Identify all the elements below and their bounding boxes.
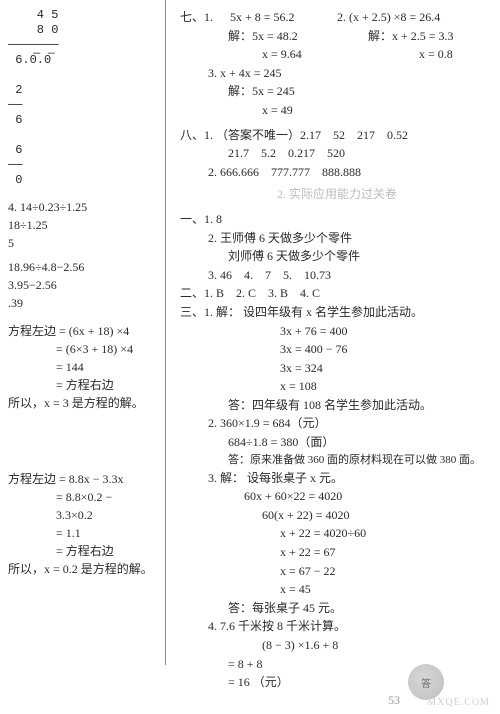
left-item-5: 5 [8,234,161,252]
part1-q3: 3. 46 4. 7 5. 10.73 [180,266,494,285]
p3-q2a: 360×1.9 = 684（元） [220,416,327,430]
part3-row1: 三、1. 解： 设四年级有 x 名学生参加此活动。 [180,303,494,322]
part2-line: 二、1. B 2. C 3. B 4. C [180,284,494,303]
sec7-row3: x = 9.64 x = 0.8 [180,45,494,64]
p1-q2a: 王师傅 6 天做多少个零件 [220,231,352,245]
p1-q3: 46 4. 7 5. 10.73 [220,268,331,282]
left-item-6c: .39 [8,294,161,312]
proof1-line4: = 方程右边 [8,376,161,394]
right-column: 七、1. 5x + 8 = 56.2 2. (x + 2.5) ×8 = 26.… [170,0,500,714]
sec8-q2-num: 2. [208,165,217,179]
part1-q2: 2. 王师傅 6 天做多少个零件 [180,229,494,248]
p3-q3g: x = 45 [180,580,494,599]
sec7-sol1b: x = 9.64 [180,45,337,64]
proof2-line3: 3.3×0.2 [8,506,161,524]
left-item-6a: 18.96÷4.8−2.56 [8,258,161,276]
proof1-line2: = (6×3 + 18) ×4 [8,340,161,358]
p3-q4-num: 4. [208,619,217,633]
p3-q4: 4. 7.6 千米按 8 千米计算。 [180,617,494,636]
left-column: 4 5 8 0 ─────── 6.0̅.0̅ 2 ── 6 6 ── 0 4.… [0,0,165,714]
part3-label: 三、1. 解： [180,303,240,322]
p3-q4c: = 8 + 8 [180,655,494,674]
sec7-q3b: x = 49 [180,101,494,120]
p3ans: 答：四年级有 108 名学生参加此活动。 [180,396,494,415]
p3-q3d: x + 22 = 4020÷60 [180,524,494,543]
p3-q3a: 设每张桌子 x 元。 [247,471,343,485]
proof1-line1: 方程左边 = (6x + 18) ×4 [8,322,161,340]
p3c: 3x = 400 − 76 [180,340,494,359]
p3-q2: 2. 360×1.9 = 684（元） [180,414,494,433]
p3-q4d: = 16 （元） [180,673,494,692]
sec8-line1: （答案不唯一）2.17 52 217 0.52 [216,128,408,142]
sec7-sol2b: x = 0.8 [337,45,494,64]
p3e: x = 108 [180,377,494,396]
left-item-6b: 3.95−2.56 [8,276,161,294]
watermark-text: MXQE.COM [427,697,490,708]
sec7-q1: 5x + 8 = 56.2 [216,10,295,24]
corner-badge: 答 [408,664,444,700]
proof-2: 方程左边 = 8.8x − 3.3x = 8.8×0.2 − 3.3×0.2 =… [8,470,161,578]
p3-q2-num: 2. [208,416,217,430]
badge-text: 答 [421,675,431,690]
sec8-line2: 21.7 5.2 0.217 520 [180,144,494,163]
column-divider [165,0,166,665]
p3-q3e: x + 22 = 67 [180,543,494,562]
sec8-row1: 八、1. （答案不唯一）2.17 52 217 0.52 [180,126,494,145]
sec7-q3-line: 3. x + 4x = 245 [180,64,494,83]
sec7-sol1a: 解：5x = 48.2 [180,27,354,46]
p3-q3b: 60x + 60×22 = 4020 [180,487,494,506]
p3a: 设四年级有 x 名学生参加此活动。 [243,305,423,319]
sec8-line3: 666.666 777.777 888.888 [220,165,361,179]
left-item-4: 4. 14÷0.23÷1.25 [8,198,161,216]
p3-q3c: 60(x + 22) = 4020 [180,506,494,525]
p3-q2ans: 答：原来准备做 360 面的原材料现在可以做 380 面。 [180,452,494,469]
p1-q3-num: 3. [208,268,217,282]
sec8-label: 八、1. [180,126,213,145]
p3-q2b: 684÷1.8 = 380（面） [180,433,494,452]
proof2-line2: = 8.8×0.2 − [8,488,161,506]
proof2-line4: = 1.1 [8,524,161,542]
proof1-line5: 所以，x = 3 是方程的解。 [8,394,161,412]
p3-q3f: x = 67 − 22 [180,562,494,581]
sec7-q3a: 解：5x = 245 [180,82,494,101]
p3b: 3x + 76 = 400 [180,322,494,341]
proof1-line3: = 144 [8,358,161,376]
p1-q2b: 刘师傅 6 天做多少个零件 [180,247,494,266]
proof-1: 方程左边 = (6x + 18) ×4 = (6×3 + 18) ×4 = 14… [8,322,161,412]
section-subtitle: 2. 实际应用能力过关卷 [180,185,494,204]
sec7-label: 七、1. [180,8,213,27]
sec7-q3-num: 3. [208,66,217,80]
left-item-4a: 18÷1.25 [8,216,161,234]
page-tag-53: 53 [388,693,400,708]
spacer [8,412,161,470]
part1-line1: 一、1. 8 [180,210,494,229]
sec7-sol2a: 解：x + 2.5 = 3.3 [354,27,494,46]
sec8-q2: 2. 666.666 777.777 888.888 [180,163,494,182]
sec7-q2: (x + 2.5) ×8 = 26.4 [349,10,440,24]
proof2-line6: 所以，x = 0.2 是方程的解。 [8,560,161,578]
p3-q3-num: 3. 解： [208,471,244,485]
sec7-q3: x + 4x = 245 [220,66,282,80]
p3-q3ans: 答：每张桌子 45 元。 [180,599,494,618]
long-division-block: 4 5 8 0 ─────── 6.0̅.0̅ 2 ── 6 6 ── 0 [8,8,161,188]
p3-q4b: (8 − 3) ×1.6 + 8 [180,636,494,655]
p1-q2-num: 2. [208,231,217,245]
p3-q4a: 7.6 千米按 8 千米计算。 [220,619,346,633]
p3d: 3x = 324 [180,359,494,378]
p3-q3: 3. 解： 设每张桌子 x 元。 [180,469,494,488]
sec7-row1: 七、1. 5x + 8 = 56.2 2. (x + 2.5) ×8 = 26.… [180,8,494,27]
page-root: 4 5 8 0 ─────── 6.0̅.0̅ 2 ── 6 6 ── 0 4.… [0,0,500,714]
left-item-4-text: 4. 14÷0.23÷1.25 [8,200,87,214]
proof2-line1: 方程左边 = 8.8x − 3.3x [8,470,161,488]
proof2-line5: = 方程右边 [8,542,161,560]
sec7-q2-num: 2. [337,10,346,24]
sec7-row2: 解：5x = 48.2 解：x + 2.5 = 3.3 [180,27,494,46]
